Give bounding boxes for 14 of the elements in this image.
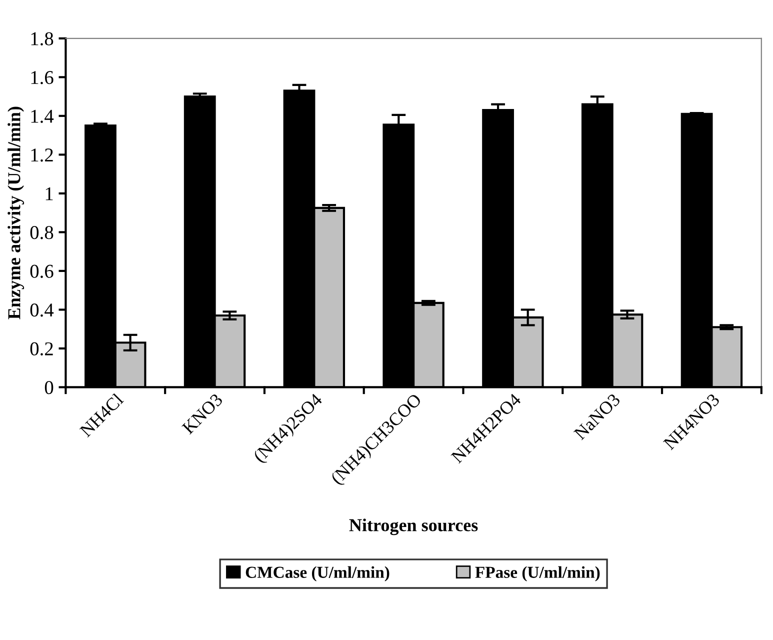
x-axis-title: Nitrogen sources <box>349 518 478 536</box>
y-tick-label: 1.8 <box>31 32 54 46</box>
y-tick-label: 0.2 <box>30 342 53 356</box>
y-tick-label: 0.8 <box>30 226 54 240</box>
y-tick-label: 1.4 <box>31 110 54 123</box>
y-tick-label: 1.2 <box>31 148 53 162</box>
y-tick-label: 1 <box>46 187 53 200</box>
legend-label: CMCase (U/ml/min) <box>246 566 390 582</box>
y-tick-label: 0 <box>44 381 54 394</box>
y-tick-label: 0.4 <box>30 304 54 317</box>
y-tick-label: 0.6 <box>30 264 54 278</box>
legend-label: FPase (U/ml/min) <box>475 566 600 582</box>
y-axis-title: Enzyme activity (U/ml/min) <box>8 106 24 320</box>
y-tick-label: 1.6 <box>31 71 54 84</box>
